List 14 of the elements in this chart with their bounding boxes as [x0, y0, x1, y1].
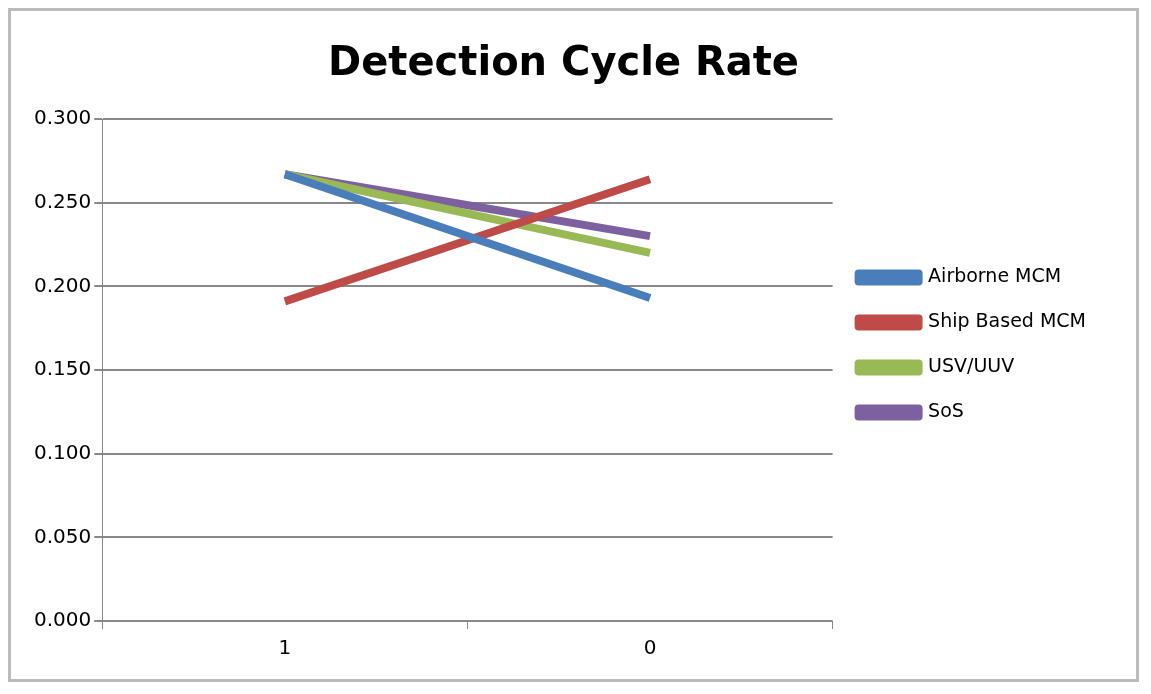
y-tick-label: 0.100	[33, 439, 92, 464]
y-tick-label: 0.300	[33, 105, 92, 130]
y-tick-label: 0.000	[33, 607, 92, 632]
legend-label: SoS	[928, 399, 964, 422]
legend-label: USV/UUV	[928, 354, 1015, 377]
chart-title: Detection Cycle Rate	[328, 38, 799, 85]
legend-label: Airborne MCM	[928, 264, 1062, 287]
y-tick-label: 0.150	[33, 356, 92, 381]
y-tick-label: 0.250	[33, 188, 92, 213]
y-tick-label: 0.050	[33, 523, 92, 548]
x-tick-label: 0	[643, 635, 657, 660]
legend-label: Ship Based MCM	[928, 309, 1087, 332]
x-tick-label: 1	[278, 635, 292, 660]
y-tick-label: 0.200	[33, 272, 92, 297]
